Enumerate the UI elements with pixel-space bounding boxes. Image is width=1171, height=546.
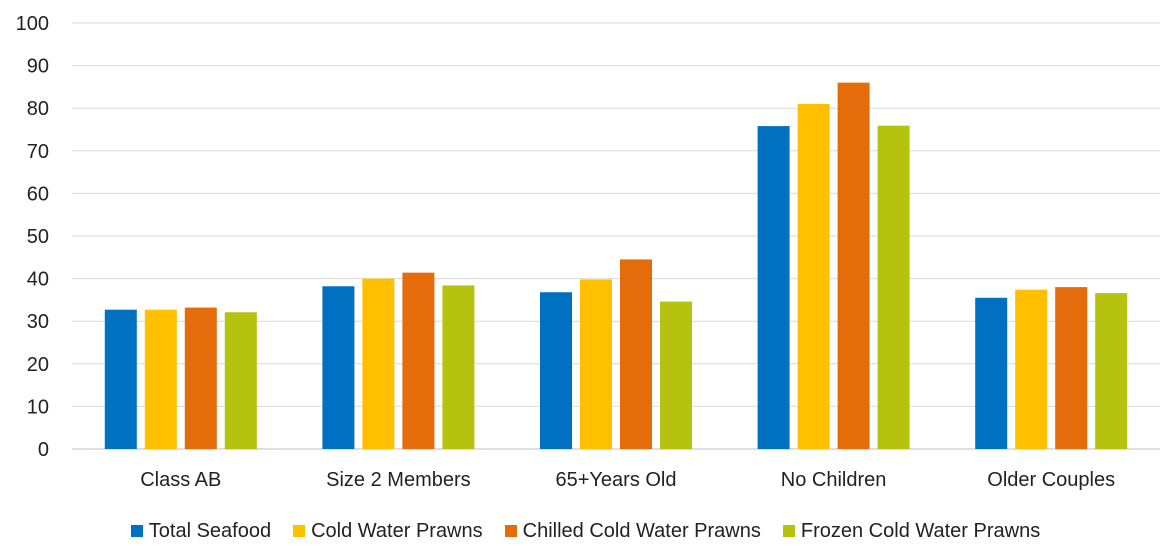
legend: Total Seafood Cold Water Prawns Chilled Co…: [0, 516, 1171, 546]
y-tick-label: 80: [27, 98, 49, 120]
legend-item: Cold Water Prawns: [293, 520, 483, 543]
bar: [1095, 293, 1128, 449]
legend-item: Frozen Cold Water Prawns: [782, 519, 1041, 543]
bar: [975, 297, 1008, 449]
y-tick-label: 30: [27, 311, 49, 333]
bar: [1015, 289, 1048, 449]
legend-swatch: [504, 525, 517, 537]
bar: [757, 126, 790, 449]
x-tick-label: Size 2 Members: [326, 469, 471, 491]
y-tick-label: 40: [27, 269, 49, 291]
legend-label: Frozen Cold Water Prawns: [800, 519, 1041, 542]
bar-chart-svg: 0 10 20 30 40 50 60 70 80 90 100 Class AB Size 2 Mem…: [16, 13, 1160, 491]
bar: [442, 285, 475, 449]
bar: [797, 103, 830, 449]
y-tick-label: 60: [27, 183, 49, 205]
y-tick-label: 70: [27, 141, 49, 163]
bar: [184, 307, 217, 449]
bar: [540, 292, 572, 449]
x-tick-label: Older Couples: [987, 469, 1115, 491]
legend-swatch: [293, 525, 306, 537]
legend-label: Total Seafood: [148, 519, 272, 542]
x-tick-label: 65+Years Old: [555, 469, 676, 491]
bar: [580, 279, 612, 449]
y-tick-label: 20: [27, 354, 49, 376]
x-tick-label: No Children: [781, 469, 887, 491]
bar: [144, 309, 177, 449]
y-tick-label: 50: [27, 226, 49, 248]
legend-item: Total Seafood: [130, 519, 272, 543]
y-tick-label: 0: [38, 439, 49, 461]
legend-swatch: [782, 525, 795, 537]
bar: [1055, 287, 1088, 449]
bar: [877, 125, 910, 449]
bar: [837, 82, 870, 449]
bar: [660, 301, 692, 449]
x-tick-label: Class AB: [140, 469, 221, 491]
legend-item: Chilled Cold Water Prawns: [504, 519, 761, 543]
bar: [322, 286, 355, 449]
bar: [402, 272, 435, 449]
bar: [620, 259, 652, 449]
legend-label: Cold Water Prawns: [311, 519, 483, 542]
bar: [104, 309, 137, 449]
bar: [224, 312, 257, 449]
bar: [362, 278, 395, 449]
y-tick-label: 90: [27, 56, 49, 78]
y-tick-label: 100: [16, 13, 49, 35]
y-tick-label: 10: [27, 396, 49, 418]
legend-label: Chilled Cold Water Prawns: [522, 519, 761, 542]
legend-swatch: [130, 525, 143, 537]
